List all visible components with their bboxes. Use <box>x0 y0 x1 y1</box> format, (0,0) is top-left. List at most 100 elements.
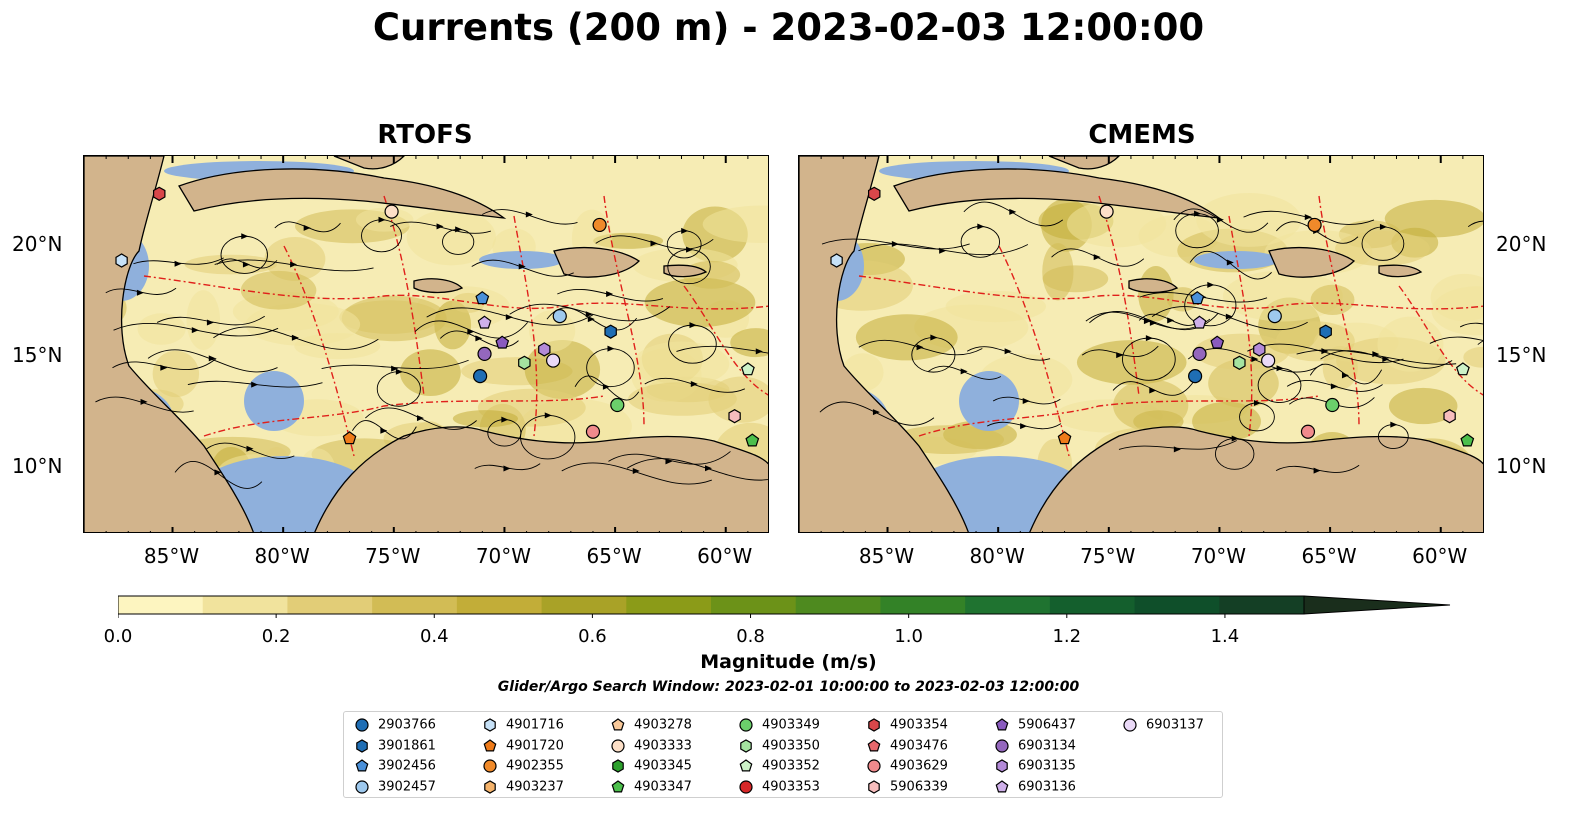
colorbar-bin <box>287 596 373 614</box>
streamline-arrow <box>632 467 640 474</box>
speed-patch <box>1335 231 1430 266</box>
float-2903766[interactable] <box>473 369 488 384</box>
streamline <box>1467 220 1483 228</box>
float-6903137[interactable] <box>1261 353 1276 368</box>
legend-label: 4903352 <box>762 758 820 774</box>
float-3902457[interactable] <box>552 308 567 324</box>
float-4903350[interactable] <box>1233 355 1246 370</box>
float-4903354[interactable] <box>153 186 166 201</box>
speed-patch <box>1196 193 1302 247</box>
legend-label: 3902456 <box>378 758 436 774</box>
float-4903352[interactable] <box>1455 362 1470 376</box>
legend-item: 4903629 <box>866 758 948 775</box>
legend-item: 4903350 <box>738 738 820 755</box>
float-6903135[interactable] <box>538 342 551 357</box>
legend-item: 4901716 <box>482 717 564 734</box>
streamline-arrow <box>939 247 947 254</box>
float-4901720[interactable] <box>342 431 357 445</box>
streamline-arrow <box>1093 254 1101 261</box>
legend-item: 6903135 <box>994 758 1076 775</box>
float-2903766[interactable] <box>1188 369 1203 384</box>
colorbar-tick-label: 0.6 <box>578 626 607 647</box>
eez-boundary <box>603 195 645 427</box>
float-5906437[interactable] <box>1210 335 1225 349</box>
float-4903347[interactable] <box>745 433 760 447</box>
streamline-arrow <box>303 224 311 231</box>
legend-label: 4903347 <box>634 779 692 794</box>
lon-tick-label: 60°W <box>697 544 753 568</box>
streamline-arrow <box>1194 210 1202 217</box>
float-6903136[interactable] <box>1192 315 1207 329</box>
lon-tick-label: 85°W <box>143 544 200 568</box>
colorbar-bin <box>795 596 881 614</box>
map-cmems[interactable] <box>798 155 1484 533</box>
colorbar <box>118 595 1451 618</box>
streamline-arrow <box>436 223 444 230</box>
legend-marker-4903354 <box>868 718 880 732</box>
speed-patch <box>644 277 756 327</box>
lat-tick-label-right: 20°N <box>1496 231 1547 256</box>
eez-boundary <box>1398 285 1483 396</box>
lat-tick-label-right: 15°N <box>1496 343 1547 368</box>
float-3901861[interactable] <box>604 324 617 339</box>
float-6903136[interactable] <box>477 315 492 329</box>
legend-item: 6903134 <box>994 738 1076 755</box>
float-4901716[interactable] <box>830 253 843 268</box>
float-4903629[interactable] <box>585 424 601 439</box>
map-rtofs[interactable] <box>83 155 769 533</box>
land-mass <box>1048 156 1120 170</box>
streamline-arrow <box>518 263 526 270</box>
streamline-arrow <box>585 311 593 318</box>
float-4901720[interactable] <box>1057 431 1072 445</box>
float-4903349[interactable] <box>610 397 625 413</box>
streamline-arrow <box>291 334 299 341</box>
float-3902457[interactable] <box>1267 308 1282 324</box>
streamline-arrow <box>1149 387 1157 394</box>
float-6903135[interactable] <box>1253 342 1266 357</box>
float-legend: 2903766 3901861 3902456 3902457 4901716 49017… <box>343 711 1223 798</box>
float-4901716[interactable] <box>115 253 128 268</box>
float-3902456[interactable] <box>1190 291 1205 305</box>
float-5906339[interactable] <box>1443 409 1456 424</box>
streamline-arrow <box>525 211 533 218</box>
speed-patch <box>240 270 317 310</box>
float-4903333[interactable] <box>1099 204 1114 219</box>
float-4903354[interactable] <box>868 186 881 201</box>
legend-item: 3901861 <box>354 738 436 755</box>
legend-item: 4903347 <box>610 779 692 796</box>
float-6903134[interactable] <box>477 346 492 361</box>
float-6903137[interactable] <box>546 353 561 368</box>
legend-label: 4903350 <box>762 738 820 753</box>
float-4903629[interactable] <box>1300 424 1316 439</box>
legend-marker-5906339 <box>868 779 880 794</box>
float-5906437[interactable] <box>495 335 510 349</box>
float-3902456[interactable] <box>475 291 490 305</box>
float-4903349[interactable] <box>1325 397 1340 413</box>
float-4903347[interactable] <box>1460 433 1475 447</box>
float-6903134[interactable] <box>1192 346 1207 361</box>
streamline-arrow <box>1382 356 1390 363</box>
float-5906339[interactable] <box>728 409 741 424</box>
legend-item: 6903137 <box>1122 717 1204 734</box>
float-3901861[interactable] <box>1319 324 1332 339</box>
legend-item: 4902355 <box>482 758 564 775</box>
shallow-water <box>479 251 564 269</box>
legend-label: 4903629 <box>890 758 948 774</box>
float-4902355[interactable] <box>592 217 607 233</box>
eez-boundary <box>918 395 1320 437</box>
speed-patch <box>855 314 958 361</box>
streamline-arrow <box>1149 319 1157 326</box>
streamline-arrow <box>1253 399 1261 406</box>
legend-label: 4903345 <box>634 758 692 774</box>
float-4903350[interactable] <box>518 355 531 370</box>
land-mass <box>1268 246 1356 278</box>
streamline-arrow <box>501 416 509 423</box>
lat-tick-label-left: 20°N <box>12 231 63 256</box>
legend-marker-3902457 <box>355 779 369 794</box>
streamline-arrow <box>1379 223 1387 230</box>
float-4902355[interactable] <box>1307 217 1322 233</box>
streamline-arrow <box>930 334 938 341</box>
streamline-arrow <box>475 335 483 342</box>
float-4903333[interactable] <box>384 204 399 219</box>
float-4903352[interactable] <box>740 362 755 376</box>
